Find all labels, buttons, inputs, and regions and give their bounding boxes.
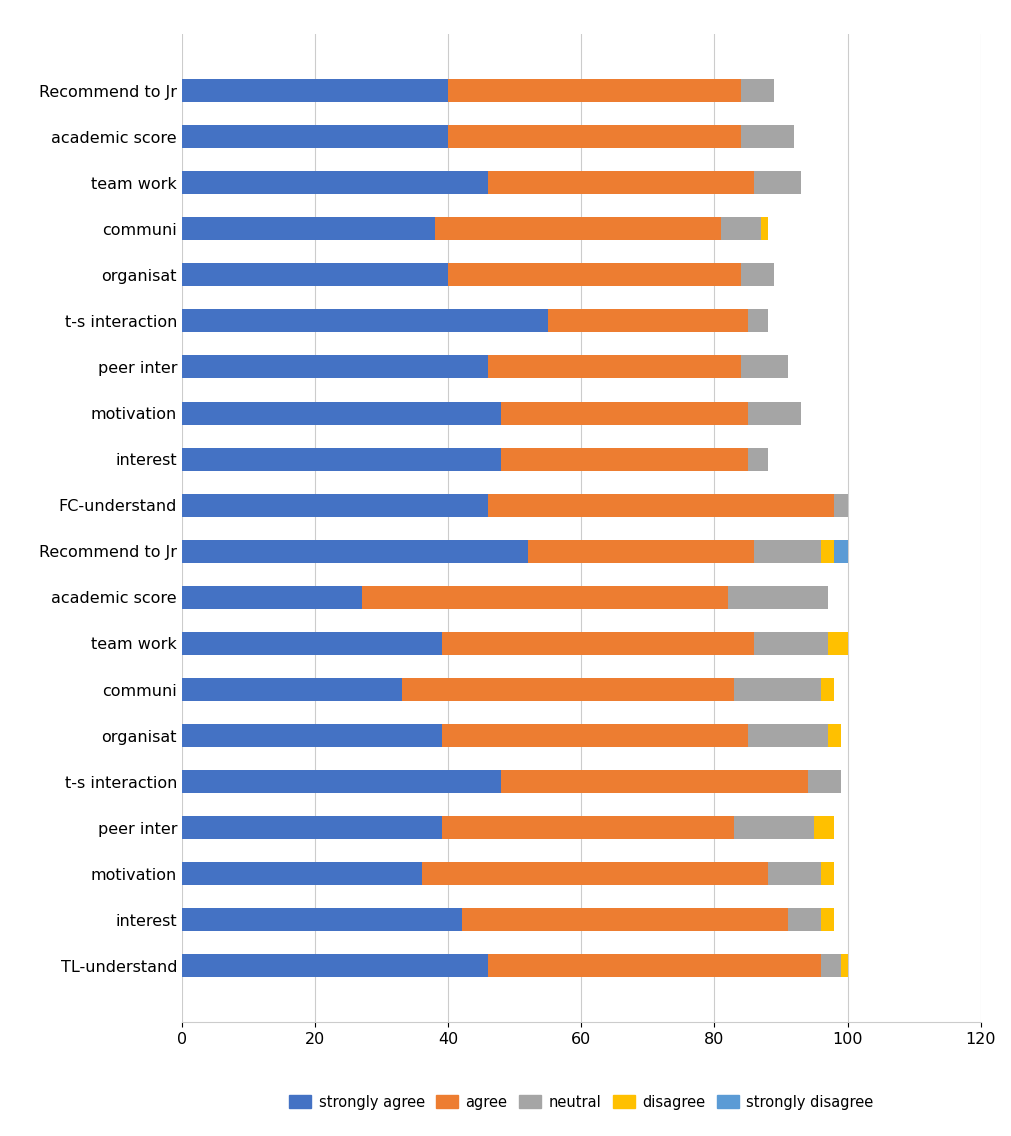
Bar: [422, 862, 767, 885]
Bar: [448, 125, 741, 148]
Bar: [528, 540, 754, 562]
Bar: [401, 678, 734, 701]
Bar: [488, 954, 821, 977]
Bar: [448, 264, 741, 286]
Bar: [182, 494, 488, 517]
Bar: [828, 724, 841, 747]
Bar: [721, 217, 761, 241]
Bar: [182, 540, 528, 562]
Bar: [821, 862, 834, 885]
Bar: [182, 632, 442, 655]
Bar: [748, 401, 801, 425]
Bar: [841, 954, 847, 977]
Bar: [821, 678, 834, 701]
Bar: [442, 724, 748, 747]
Bar: [182, 217, 435, 241]
Bar: [548, 309, 748, 333]
Bar: [828, 632, 847, 655]
Bar: [761, 217, 767, 241]
Bar: [767, 862, 821, 885]
Bar: [488, 172, 754, 194]
Bar: [741, 264, 774, 286]
Bar: [821, 909, 834, 932]
Bar: [182, 909, 461, 932]
Bar: [182, 586, 362, 609]
Bar: [501, 448, 748, 470]
Bar: [182, 678, 401, 701]
Bar: [442, 816, 734, 840]
Bar: [182, 724, 442, 747]
Bar: [182, 309, 548, 333]
Bar: [182, 401, 501, 425]
Bar: [808, 770, 841, 793]
Bar: [748, 724, 828, 747]
Bar: [821, 954, 841, 977]
Bar: [754, 632, 828, 655]
Bar: [754, 172, 801, 194]
Bar: [788, 909, 821, 932]
Bar: [182, 264, 448, 286]
Bar: [734, 816, 814, 840]
Bar: [501, 401, 748, 425]
Bar: [501, 770, 808, 793]
Bar: [821, 540, 834, 562]
Bar: [748, 309, 767, 333]
Bar: [488, 356, 741, 378]
Bar: [748, 448, 767, 470]
Legend: strongly agree, agree, neutral, disagree, strongly disagree: strongly agree, agree, neutral, disagree…: [284, 1089, 879, 1116]
Bar: [182, 448, 501, 470]
Bar: [461, 909, 788, 932]
Bar: [182, 356, 488, 378]
Bar: [448, 80, 741, 102]
Bar: [728, 586, 828, 609]
Bar: [182, 816, 442, 840]
Bar: [734, 678, 821, 701]
Bar: [488, 494, 834, 517]
Bar: [182, 770, 501, 793]
Bar: [182, 954, 488, 977]
Bar: [814, 816, 834, 840]
Bar: [182, 172, 488, 194]
Bar: [741, 125, 795, 148]
Bar: [741, 356, 788, 378]
Bar: [741, 80, 774, 102]
Bar: [182, 862, 422, 885]
Bar: [182, 125, 448, 148]
Bar: [435, 217, 721, 241]
Bar: [834, 540, 847, 562]
Bar: [442, 632, 754, 655]
Bar: [182, 80, 448, 102]
Bar: [754, 540, 821, 562]
Bar: [834, 494, 847, 517]
Bar: [362, 586, 728, 609]
